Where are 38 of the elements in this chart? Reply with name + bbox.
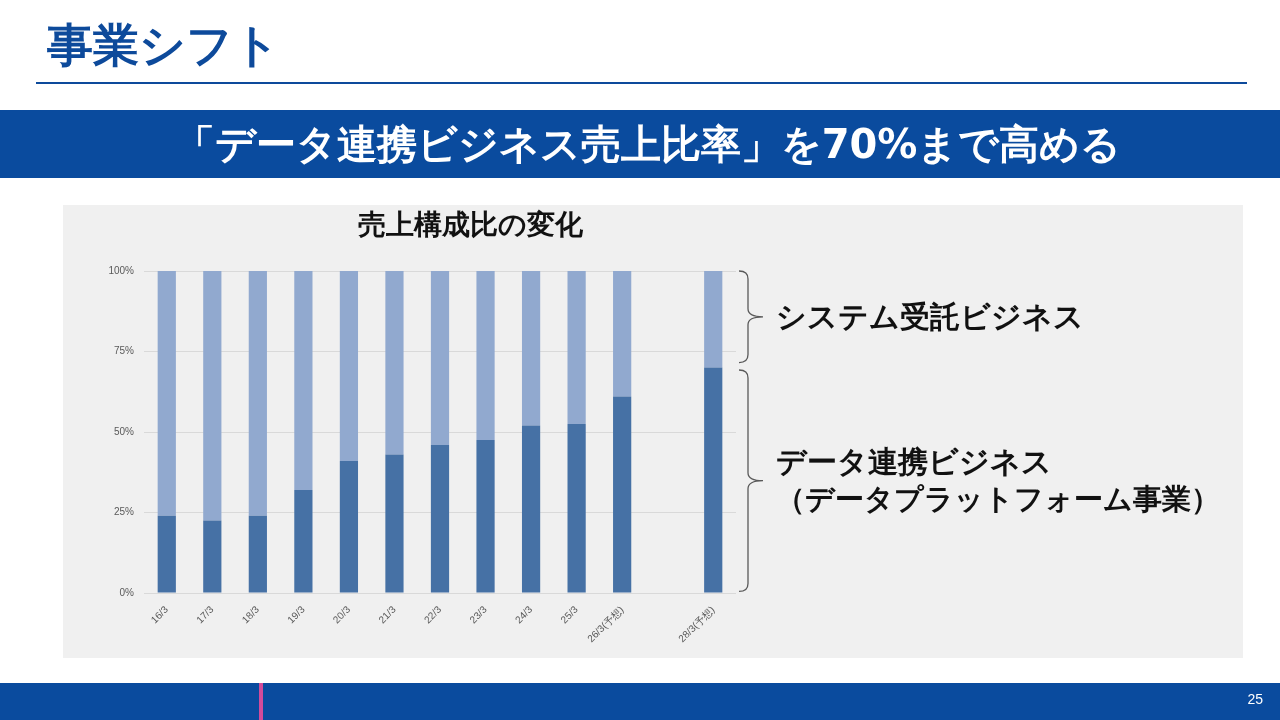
y-tick-label: 75% (113, 345, 135, 357)
bar (203, 520, 222, 593)
chart-title: 売上構成比の変化 (357, 208, 583, 241)
bar (203, 271, 222, 521)
bar (248, 515, 267, 593)
text: （データプラットフォーム事業） (776, 481, 1220, 516)
bar (430, 444, 450, 593)
x-tick-label: 19/3 (285, 603, 308, 626)
bar (385, 454, 404, 593)
y-tick-label: 100% (108, 264, 135, 276)
bar (385, 271, 404, 455)
bar (567, 423, 586, 593)
y-tick-label: 0% (119, 586, 135, 598)
bar (476, 440, 495, 593)
bar (521, 271, 541, 426)
bar (294, 489, 313, 593)
bar (339, 271, 359, 461)
bar (430, 271, 450, 445)
bar (248, 271, 267, 516)
bar (339, 460, 359, 593)
text: 25 (1247, 691, 1263, 707)
bar (294, 271, 313, 490)
series-label: システム受託ビジネス (776, 299, 1084, 335)
bar (476, 271, 495, 441)
bar (521, 425, 541, 593)
x-tick-label: 17/3 (194, 603, 216, 626)
bar (613, 271, 632, 397)
chart-subtitle: 「データ連携ビジネス売上比率」を70%まで高める (174, 121, 1122, 167)
bar (157, 515, 176, 593)
bar (704, 367, 723, 593)
y-tick-label: 50% (113, 425, 135, 437)
y-tick-label: 25% (113, 506, 135, 518)
bar (567, 271, 586, 424)
bar (704, 271, 723, 368)
bar (613, 396, 632, 593)
bar (157, 271, 176, 516)
series-label: データ連携ビジネス (776, 444, 1052, 480)
text: 事業シフト (47, 18, 280, 72)
